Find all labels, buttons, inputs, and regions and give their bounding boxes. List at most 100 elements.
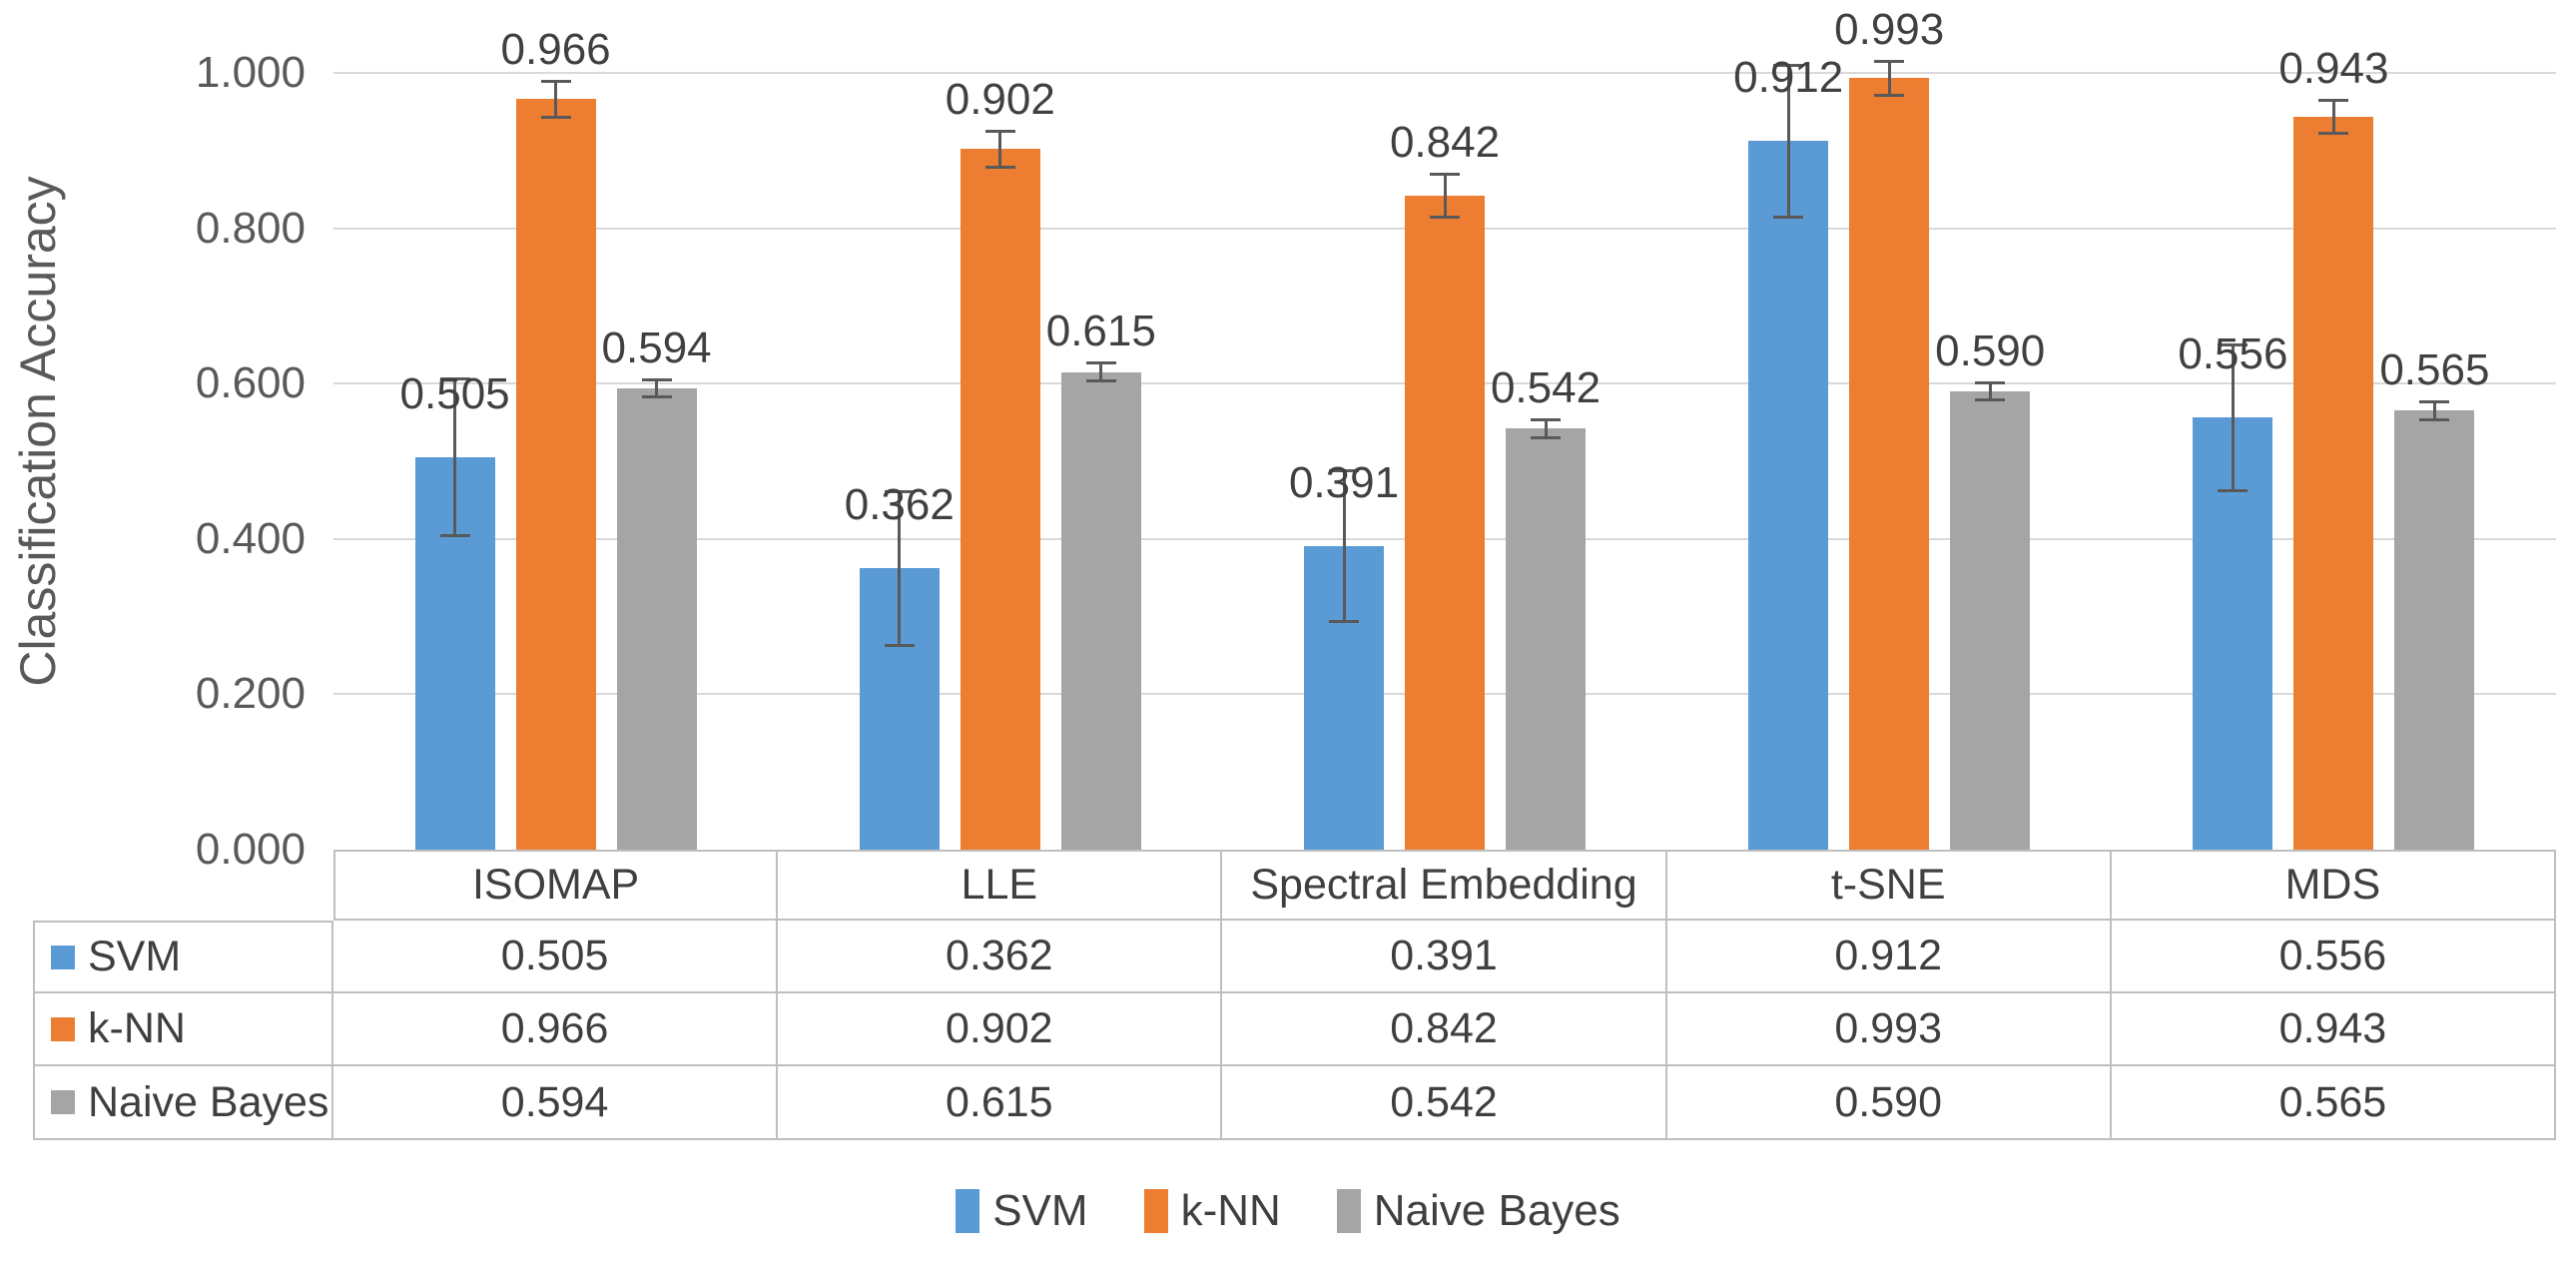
gridline (333, 72, 2556, 74)
bar-value-label: 0.912 (1733, 53, 1844, 103)
error-bar-line (1887, 61, 1891, 96)
table-value-cell: 0.565 (2111, 1066, 2556, 1140)
bar (1405, 195, 1485, 850)
error-bar-cap-bottom (1085, 378, 1116, 382)
y-tick-label: 0.000 (195, 825, 306, 874)
error-bar-cap-top (439, 376, 470, 380)
error-bar-line (1988, 381, 1992, 401)
error-bar-cap-top (1085, 361, 1116, 365)
error-bar-cap-bottom (1430, 215, 1460, 219)
error-bar-cap-bottom (2419, 417, 2450, 421)
bar-value-label: 0.565 (2379, 345, 2490, 395)
bar (1748, 141, 1829, 850)
table-value-cell: 0.594 (333, 1066, 779, 1140)
table-value-cell: 0.391 (1222, 921, 1667, 993)
table-value-cell: 0.943 (2111, 993, 2556, 1066)
legend-label: k-NN (1180, 1186, 1281, 1235)
error-bar-line (1786, 65, 1790, 218)
legend-item: Naive Bayes (1336, 1186, 1620, 1236)
y-tick-label: 0.600 (195, 358, 306, 408)
bar-value-label: 0.594 (601, 322, 712, 372)
error-bar-cap-top (1531, 417, 1561, 421)
error-bar-line (898, 490, 902, 647)
bar-value-label: 0.943 (2278, 44, 2389, 94)
error-bar-cap-top (1430, 173, 1460, 177)
bar-value-label: 0.362 (844, 480, 955, 530)
error-bar-line (998, 130, 1002, 168)
error-bar-cap-top (884, 489, 915, 493)
legend-label: Naive Bayes (1373, 1186, 1620, 1235)
bar-value-label: 0.391 (1288, 457, 1400, 507)
error-bar-cap-top (1329, 468, 1359, 472)
bar-value-label: 0.615 (1045, 307, 1156, 356)
error-bar-cap-bottom (984, 165, 1015, 169)
data-table: ISOMAP LLE Spectral Embedding t-SNE MDS SVM 0.… (33, 850, 2556, 1140)
table-row-label-text: SVM (88, 933, 182, 980)
table-value-cell: 0.902 (778, 993, 1223, 1066)
table-value-cell: 0.615 (778, 1066, 1223, 1140)
error-bar-cap-bottom (1975, 398, 2006, 402)
chart-legend: SVM k-NN Naive Bayes (0, 1186, 2576, 1236)
bar-value-label: 0.590 (1935, 325, 2046, 375)
table-value-cell: 0.542 (1222, 1066, 1667, 1140)
error-bar-cap-top (1874, 60, 1905, 64)
error-bar-cap-bottom (2318, 132, 2349, 136)
error-bar-line (655, 378, 659, 398)
error-bar-line (2231, 343, 2235, 492)
bar (2394, 410, 2475, 850)
error-bar-cap-bottom (1531, 435, 1561, 439)
legend-swatch (1143, 1189, 1168, 1233)
table-header-cell: ISOMAP (333, 850, 779, 921)
table-value-cell: 0.505 (333, 921, 779, 993)
bar-value-label: 0.505 (399, 369, 510, 419)
bar-value-label: 0.842 (1389, 118, 1501, 168)
bar-value-label: 0.542 (1490, 362, 1602, 412)
legend-swatch (1336, 1189, 1361, 1233)
table-series-swatch (51, 945, 75, 969)
table-row-label-text: k-NN (88, 1004, 186, 1052)
bar (1849, 78, 1930, 850)
error-bar-cap-top (2419, 400, 2450, 404)
error-bar-cap-bottom (641, 395, 672, 399)
table-value-cell: 0.912 (1666, 921, 2112, 993)
error-bar-cap-top (1773, 64, 1804, 68)
error-bar-cap-top (641, 377, 672, 381)
table-header-cell: t-SNE (1666, 850, 2112, 921)
bar-value-label: 0.556 (2178, 329, 2288, 379)
bar (960, 149, 1040, 850)
legend-label: SVM (992, 1186, 1088, 1235)
error-bar-cap-bottom (1329, 620, 1359, 624)
table-corner-cell (33, 850, 333, 921)
table-header-cell: MDS (2111, 850, 2556, 921)
bar (616, 387, 697, 850)
error-bar-cap-bottom (540, 116, 571, 120)
table-row-label: Naive Bayes (33, 1066, 333, 1140)
table-value-cell: 0.966 (333, 993, 779, 1066)
error-bar-line (2331, 100, 2335, 135)
table-header-cell: LLE (778, 850, 1223, 921)
bar (1060, 371, 1141, 850)
error-bar-line (554, 80, 558, 119)
y-tick-label: 0.800 (195, 203, 306, 253)
error-bar-line (1443, 174, 1447, 218)
error-bar-line (1342, 469, 1346, 623)
table-value-cell: 0.842 (1222, 993, 1667, 1066)
error-bar-cap-top (2318, 99, 2349, 103)
error-bar-cap-bottom (884, 644, 915, 648)
y-tick-label: 1.000 (195, 48, 306, 97)
error-bar-line (453, 377, 457, 537)
table-value-cell: 0.993 (1666, 993, 2112, 1066)
bar (2293, 117, 2374, 850)
bar-value-label: 0.902 (945, 74, 1055, 124)
error-bar-cap-top (2218, 342, 2249, 346)
bar (515, 99, 596, 850)
table-value-cell: 0.556 (2111, 921, 2556, 993)
error-bar-cap-bottom (2218, 489, 2249, 493)
table-value-cell: 0.590 (1666, 1066, 2112, 1140)
table-series-swatch (51, 1090, 75, 1114)
table-row-label: SVM (33, 921, 333, 993)
y-tick-label: 0.200 (195, 669, 306, 719)
bar (1950, 390, 2031, 850)
error-bar-cap-top (984, 129, 1015, 133)
table-row-label-text: Naive Bayes (88, 1077, 329, 1126)
